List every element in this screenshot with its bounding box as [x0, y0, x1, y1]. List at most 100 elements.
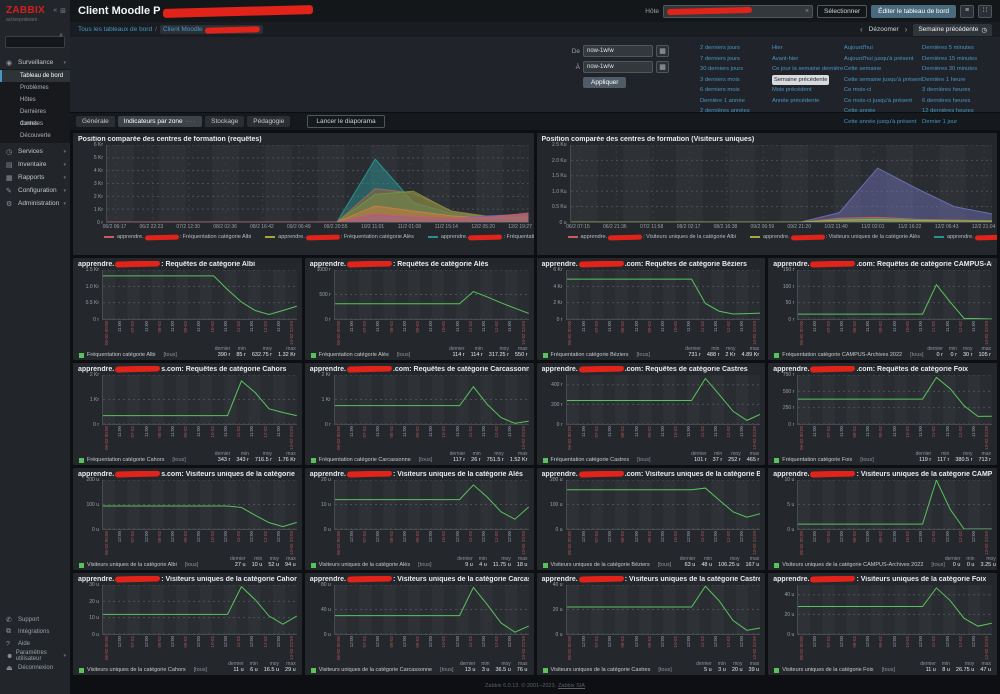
sidebar-item-services[interactable]: ◷ Services ▾ [0, 145, 70, 158]
quick-range-ce-mois-ci[interactable]: Ce mois-ci [843, 87, 872, 93]
sidebar-item-integrations[interactable]: ⧉ Intégrations [0, 626, 70, 638]
quick-range-3-derniers-mois[interactable]: 3 derniers mois [700, 76, 740, 83]
time-back-icon[interactable]: ‹ [860, 25, 863, 34]
graph: 200 u 100 u 0 u [542, 477, 761, 533]
zabbix-sia-link[interactable]: Zabbix SIA [558, 683, 585, 689]
sidebar-item-parametres-utilisateur[interactable]: ☻ Paramètres utilisateur ▾ [0, 650, 70, 662]
graph-widget[interactable]: apprendre. s.com: Requêtes de catégorie C… [73, 363, 302, 465]
graph-widget[interactable]: apprendre. .com: Visiteurs uniques de la … [536, 468, 766, 570]
sidebar-item-aide[interactable]: ? Aide [0, 638, 70, 650]
breadcrumb-root[interactable]: Tous les tableaux de bord [78, 26, 153, 33]
sidebar-item-configuration[interactable]: ✎ Configuration ▾ [0, 184, 70, 197]
kiosk-mode-icon[interactable]: ∷ [978, 4, 992, 18]
collapse-sidebar-icon[interactable]: « [53, 7, 58, 14]
quick-range-ce-jour-la-semaine-derniere[interactable]: Ce jour la semaine dernière [771, 66, 844, 72]
quick-range-cette-semaine-jusqu-a-present[interactable]: Cette semaine jusqu'à présent [843, 76, 923, 83]
quick-range-semaine-precedente[interactable]: Semaine précédente [771, 74, 830, 85]
graph-widget[interactable]: apprendre.: Requêtes de catégorie Albi 1.… [73, 258, 302, 360]
quick-range-aujourd-hui-jusqu-a-present[interactable]: Aujourd'hui jusqu'à présent [843, 55, 914, 62]
quick-range-dernieres-30-minutes[interactable]: Dernières 30 minutes [922, 66, 978, 72]
time-forward-icon[interactable]: › [904, 25, 908, 34]
apply-button[interactable]: Appliquer [583, 77, 627, 88]
graph-widget[interactable]: apprendre.: Visiteurs uniques de la caté… [536, 573, 766, 675]
quick-range-dernier-1-jour[interactable]: Dernier 1 jour [922, 118, 958, 125]
start-slideshow-button[interactable]: Lancer le diaporama [307, 115, 385, 128]
sidebar-item-surveillance[interactable]: ◉ Surveillance ▾ [0, 56, 70, 69]
calendar-icon[interactable]: ▦ [656, 45, 669, 57]
calendar-icon[interactable]: ▦ [656, 61, 669, 73]
zabbix-logo[interactable]: ZABBIX [6, 5, 46, 16]
quick-range-3-dernieres-heures[interactable]: 3 dernières heures [922, 87, 971, 93]
pin-sidebar-icon[interactable]: ⊞ [60, 7, 66, 15]
breadcrumb-current[interactable]: Client Moodle [159, 25, 263, 34]
quick-range-mois-precedent[interactable]: Mois précédent [771, 87, 812, 93]
time-range-tab[interactable]: Semaine précédente ◷ [913, 23, 992, 36]
quick-range-cette-annee[interactable]: Cette année [843, 108, 876, 114]
tab-more-icon[interactable]: ··· [186, 118, 197, 125]
sidebar-item-hotes[interactable]: Hôtes [20, 97, 36, 103]
quick-range-6-dernieres-heures[interactable]: 6 dernières heures [922, 97, 971, 104]
sidebar-item-administration[interactable]: ⚙ Administration ▾ [0, 197, 70, 210]
quick-range-7-derniers-jours[interactable]: 7 derniers jours [700, 55, 740, 62]
quick-range-30-derniers-jours[interactable]: 30 derniers jours [700, 66, 744, 72]
edit-dashboard-button[interactable]: Éditer le tableau de bord [871, 4, 956, 18]
quick-range-aujourd-hui[interactable]: Aujourd'hui [843, 45, 873, 51]
graph-widget[interactable]: Position comparée des centres de formati… [536, 133, 997, 255]
x-tick-label: 11:00 [222, 426, 228, 437]
graph-widget[interactable]: Position comparée des centres de formati… [73, 133, 534, 255]
clear-host-icon[interactable]: × [804, 7, 810, 15]
graph-widget[interactable]: apprendre. .com: Requêtes de catégorie Fo… [768, 363, 997, 465]
sidebar-item-rapports[interactable]: ▦ Rapports ▾ [0, 171, 70, 184]
quick-range-hier[interactable]: Hier [771, 45, 783, 51]
tab-stockage[interactable]: Stockage [205, 116, 245, 127]
graph-widget[interactable]: apprendre.: Requêtes de catégorie Alès 10… [304, 258, 534, 360]
graph-widget[interactable]: apprendre.: Visiteurs uniques de la caté… [73, 573, 302, 675]
quick-range-cette-semaine[interactable]: Cette semaine [843, 66, 882, 72]
sidebar-item-support[interactable]: ✆ Support [0, 614, 70, 626]
sidebar-item-decouverte[interactable]: Découverte [20, 133, 51, 139]
quick-range-derniere-1-annee[interactable]: Dernière 1 année [700, 97, 745, 104]
graph-widget[interactable]: apprendre. .com: Requêtes de catégorie Ca… [304, 363, 534, 465]
graph-widget[interactable]: apprendre.: Visiteurs uniques de la caté… [304, 468, 534, 570]
sidebar-item-problemes[interactable]: Problèmes [20, 85, 49, 91]
zoom-out-button[interactable]: Dézoomer [868, 26, 899, 33]
quick-range-6-derniers-mois[interactable]: 6 derniers mois [700, 87, 740, 93]
sidebar-item-tableau-de-bord[interactable]: Tableau de bord [0, 70, 70, 82]
tab-pedagogie[interactable]: Pédagogie [247, 116, 291, 127]
sidebar-item-dernieres-donnees[interactable]: Dernières données [20, 109, 47, 127]
select-host-button[interactable]: Sélectionner [817, 4, 868, 18]
quick-range-2-derniers-jours[interactable]: 2 derniers jours [700, 45, 740, 51]
quick-range-12-dernieres-heures[interactable]: 12 dernières heures [922, 108, 974, 114]
graph-widget[interactable]: apprendre. .com: Requêtes de catégorie CA… [768, 258, 997, 360]
time-to-input[interactable]: now-1w/w [583, 61, 653, 73]
quick-range-annee-precedente[interactable]: Année précédente [771, 97, 820, 104]
sidebar-item-inventaire[interactable]: ▤ Inventaire ▾ [0, 158, 70, 171]
sidebar-item-deconnexion[interactable]: ⏏ Déconnexion [0, 662, 70, 674]
y-tick-label: 2 Kr [89, 372, 99, 378]
quick-range-dernieres-5-minutes[interactable]: Dernières 5 minutes [922, 45, 974, 51]
quick-range-ce-mois-ci-jusqu-a-present[interactable]: Ce mois-ci jusqu'à présent [843, 97, 913, 104]
quick-range-derniere-1-heure[interactable]: Dernière 1 heure [922, 76, 966, 83]
quick-range-2-dernieres-annees[interactable]: 2 dernières années [700, 108, 750, 114]
x-tick-label: 08/2 02:17 [676, 224, 701, 230]
legend-stats: dernier 5 u min 3 u moy 20 u max 39 u [696, 661, 759, 673]
dashboard-menu-icon[interactable]: ≡ [960, 4, 974, 18]
graph-widget[interactable]: apprendre.: Visiteurs uniques de la caté… [304, 573, 534, 675]
search-input[interactable] [5, 36, 65, 48]
quick-range-avant-hier[interactable]: Avant-hier [771, 55, 799, 62]
quick-range-cette-annee-jusqu-a-present[interactable]: Cette année jusqu'à présent [843, 118, 917, 125]
time-from-input[interactable]: now-1w/w [583, 45, 653, 57]
graph-widget[interactable]: apprendre. .com: Requêtes de catégorie Ca… [536, 363, 766, 465]
tab-generale[interactable]: Générale [76, 116, 115, 127]
graph-widget[interactable]: apprendre.: Visiteurs uniques de la caté… [768, 468, 997, 570]
x-tick-label: 08-02 [388, 531, 394, 543]
graph-widget[interactable]: apprendre.: Visiteurs uniques de la caté… [768, 573, 997, 675]
sidebar-item-cartes[interactable]: Cartes [20, 121, 38, 127]
graph-widget[interactable]: apprendre. s.com: Visiteurs uniques de la… [73, 468, 302, 570]
graph-widget[interactable]: apprendre. .com: Requêtes de catégorie Bé… [536, 258, 766, 360]
x-tick-label: 08/2 02:36 [213, 224, 237, 230]
quick-range-dernieres-15-minutes[interactable]: Dernières 15 minutes [922, 55, 978, 62]
tab-indicateurs-par-zone[interactable]: Indicateurs par zone ··· [117, 116, 203, 127]
stat-value: 390 r [217, 352, 231, 358]
host-input[interactable]: × [663, 4, 814, 18]
